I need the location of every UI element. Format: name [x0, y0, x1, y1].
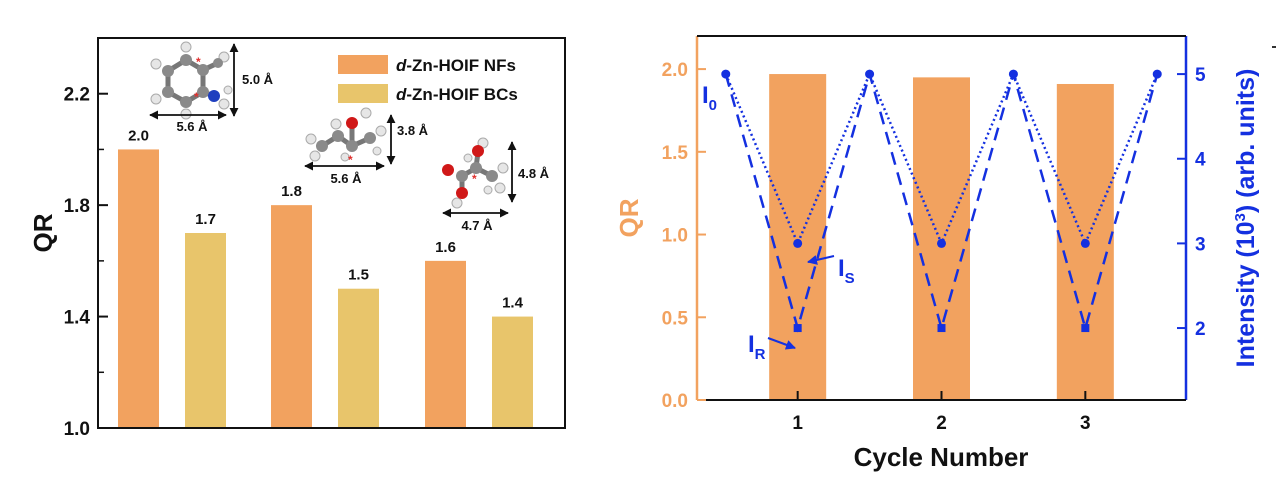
- point-IR-0: [793, 324, 802, 333]
- right-x-tick-label-0: 1: [792, 413, 803, 434]
- point-IS-0: [793, 238, 803, 248]
- qr-bar-cycle-1: [769, 74, 827, 401]
- point-IR-1: [937, 324, 946, 333]
- annotation-I0: I0: [702, 82, 717, 114]
- left-y-tick-label-2: 1.8: [64, 196, 90, 217]
- annotation-IS-arrow: [807, 255, 835, 265]
- point-IS-1: [937, 238, 946, 248]
- left-bars: 2.0 1.8 1.6 1.7 1.5 1.4: [118, 127, 533, 428]
- left-plot-frame: [97, 37, 566, 429]
- left-y-tick-label-3: 2.2: [64, 85, 90, 106]
- point-I0-3: [1152, 69, 1162, 79]
- right-right-tick-label-2: 4: [1195, 150, 1206, 171]
- right-chart: 0.0 0.5 1.0 1.5 2.0 2 3 4 5 1 2 3 QR Intensity (103…: [614, 35, 1276, 472]
- right-bars: [769, 74, 1114, 401]
- right-right-tick-label-3: 5: [1195, 65, 1206, 86]
- bar-value-label-series2-group3: 1.4: [502, 295, 524, 312]
- point-I0-0: [721, 69, 731, 79]
- bar-value-label-series1-group2: 1.8: [281, 183, 302, 200]
- left-y-label: QR: [28, 213, 58, 252]
- molecule-2-illustration: *: [305, 107, 387, 167]
- right-left-tick-label-3: 1.5: [662, 143, 689, 164]
- svg-text:*: *: [194, 90, 199, 104]
- svg-text:*: *: [348, 153, 353, 167]
- molecule-3-illustration: *: [442, 137, 509, 209]
- right-x-tick-label-1: 2: [936, 413, 947, 434]
- legend-swatch-nf: [338, 55, 388, 74]
- annotation-IR: IR: [748, 331, 766, 363]
- point-IR-2: [1081, 324, 1090, 333]
- bar-series2-group3: [492, 316, 533, 428]
- molecule-2-width-label: 5.6 Å: [330, 171, 362, 186]
- bar-value-label-series1-group3: 1.6: [435, 239, 456, 256]
- molecule-1-illustration: * *: [150, 41, 233, 120]
- left-legend: d-Zn-HOIF NFs d-Zn-HOIF BCs: [338, 55, 518, 104]
- bar-series1-group3: [425, 260, 466, 428]
- point-IS-2: [1080, 238, 1090, 248]
- legend-swatch-bc: [338, 84, 388, 103]
- bar-series1-group2: [271, 205, 312, 428]
- svg-text:*: *: [472, 172, 477, 186]
- left-y-ticks: 1.0 1.4 1.8 2.2: [64, 85, 108, 440]
- left-y-tick-label-1: 1.4: [64, 308, 91, 329]
- annotation-IR-arrow: [767, 337, 796, 350]
- edge-mark: [1272, 46, 1276, 48]
- svg-text:*: *: [196, 55, 201, 69]
- left-chart: 2.0 1.8 1.6 1.7 1.5 1.4 1.0 1.4 1.8 2.2 QR d-Zn-…: [28, 37, 566, 440]
- right-left-tick-label-2: 1.0: [662, 226, 688, 247]
- annotation-IS: IS: [838, 255, 855, 287]
- molecule-2-height-label: 3.8 Å: [397, 123, 429, 138]
- right-x-axis-label: Cycle Number: [854, 442, 1029, 472]
- right-ticks: 0.0 0.5 1.0 1.5 2.0 2 3 4 5 1 2 3: [662, 60, 1206, 434]
- bar-series1-group1: [118, 149, 159, 428]
- right-right-tick-label-1: 3: [1195, 234, 1206, 255]
- molecule-3-width-label: 4.7 Å: [461, 218, 493, 233]
- bar-value-label-series2-group2: 1.5: [348, 267, 369, 284]
- right-right-tick-label-0: 2: [1195, 319, 1206, 340]
- legend-label-nf: d-Zn-HOIF NFs: [396, 56, 516, 75]
- qr-bar-cycle-2: [913, 77, 970, 400]
- right-left-axis-label: QR: [614, 198, 644, 237]
- molecule-1-width-label: 5.6 Å: [176, 119, 208, 134]
- point-I0-1: [865, 69, 875, 79]
- molecule-1-height-label: 5.0 Å: [242, 72, 274, 87]
- point-I0-2: [1008, 69, 1018, 79]
- bar-value-label-series2-group1: 1.7: [195, 211, 216, 228]
- right-left-tick-label-4: 2.0: [662, 60, 688, 81]
- bar-series2-group1: [185, 233, 226, 428]
- right-left-tick-label-0: 0.0: [662, 391, 688, 412]
- legend-label-bc: d-Zn-HOIF BCs: [396, 85, 518, 104]
- molecule-3-height-label: 4.8 Å: [518, 166, 550, 181]
- right-right-axis-label: Intensity (103) (arb. units): [1232, 69, 1260, 368]
- right-x-tick-label-2: 3: [1080, 413, 1091, 434]
- right-points: [721, 69, 1162, 333]
- left-y-tick-label-0: 1.0: [64, 419, 90, 440]
- right-left-tick-label-1: 0.5: [662, 308, 689, 329]
- bar-series2-group2: [338, 288, 379, 428]
- bar-value-label-series1-group1: 2.0: [128, 127, 149, 144]
